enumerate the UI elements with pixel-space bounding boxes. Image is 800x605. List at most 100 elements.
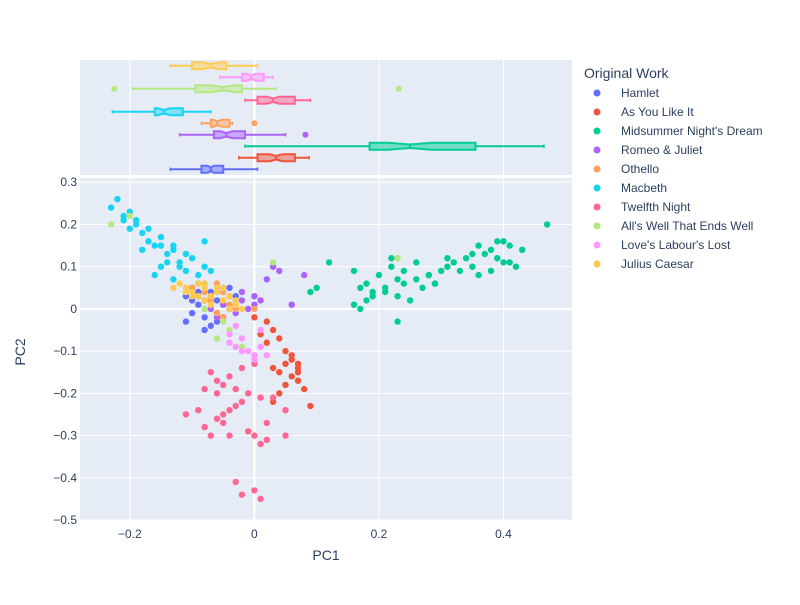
data-point [282,381,289,389]
data-point [220,297,227,304]
legend-item[interactable]: Twelfth Night [593,200,692,214]
data-point [394,318,401,325]
data-point [388,263,395,270]
data-point [226,331,233,338]
data-point [213,415,221,422]
x-axis-label: PC1 [312,547,339,563]
data-point [282,347,289,355]
legend-label: Macbeth [621,181,667,195]
data-point [238,305,246,313]
data-point [450,259,457,266]
data-point [251,293,258,300]
data-point [543,221,551,228]
data-point [269,326,277,334]
data-point [226,284,233,291]
legend-item[interactable]: Othello [593,162,660,176]
data-point [257,297,264,304]
legend-item[interactable]: Julius Caesar [593,257,694,271]
legend-item[interactable]: Love's Labour's Lost [593,238,731,252]
box-body [209,118,231,128]
data-point [462,255,470,262]
series-points [307,221,551,325]
data-point [232,402,239,410]
data-point [257,343,264,351]
data-point [170,276,177,283]
series-points [107,195,214,287]
data-point [294,369,302,376]
data-point [226,339,233,346]
legend-label: Love's Labour's Lost [621,238,731,252]
data-point [245,347,252,355]
data-point [201,326,208,334]
data-point [164,250,171,258]
legend-item[interactable]: All's Well That Ends Well [593,219,754,233]
data-point [232,343,239,351]
data-point [276,369,283,376]
data-point [269,364,277,372]
data-point [282,360,289,367]
y-tick-label: −0.3 [53,429,77,443]
data-point [444,255,451,262]
box-outlier [111,85,118,92]
data-point [182,411,190,418]
data-point [245,428,252,435]
data-point [139,246,146,253]
data-point [220,419,227,427]
data-point [325,259,333,266]
legend-label: Romeo & Juliet [621,143,703,157]
data-point [238,364,246,372]
data-point [220,318,227,325]
data-point [182,318,190,325]
legend-marker [593,165,601,173]
data-point [107,204,115,211]
data-point [201,238,208,245]
legend-marker [593,108,601,116]
box-body [256,95,296,105]
boxplot [169,164,259,174]
y-tick-label: −0.5 [53,513,77,527]
data-point [145,238,152,245]
data-point [276,390,283,397]
legend-marker [593,203,601,211]
data-point [307,288,314,296]
data-point [506,259,513,266]
data-point [213,309,221,317]
data-point [201,280,208,287]
data-point [126,225,133,232]
boxplot [244,95,312,105]
legend-label: Twelfth Night [621,200,691,214]
data-point [213,284,221,291]
data-point [288,301,295,308]
data-point [519,246,526,253]
legend-item[interactable]: Romeo & Juliet [593,143,704,157]
data-point [182,288,190,296]
data-point [494,255,501,262]
data-point [269,259,277,266]
data-point [487,246,495,253]
data-point [431,280,439,287]
data-point [263,276,270,283]
data-point [176,280,183,287]
data-point [213,297,221,304]
data-point [238,335,246,342]
data-point [213,335,221,342]
series-points [107,212,401,351]
data-point [413,276,420,283]
legend-item[interactable]: Macbeth [593,181,668,195]
legend-item[interactable]: Midsummer Night's Dream [593,124,763,138]
box-body [212,130,247,140]
data-point [245,390,252,397]
data-point [220,381,227,389]
legend-item[interactable]: Hamlet [593,86,660,100]
data-point [419,284,426,291]
data-point [151,271,158,279]
data-point [444,263,451,270]
y-tick-label: −0.4 [53,471,77,485]
data-point [251,314,258,321]
x-tick-label: 0.4 [495,527,512,541]
x-tick-label: −0.2 [118,527,142,541]
legend-item[interactable]: As You Like It [593,105,695,119]
legend-marker [593,222,601,230]
data-point [207,301,214,308]
